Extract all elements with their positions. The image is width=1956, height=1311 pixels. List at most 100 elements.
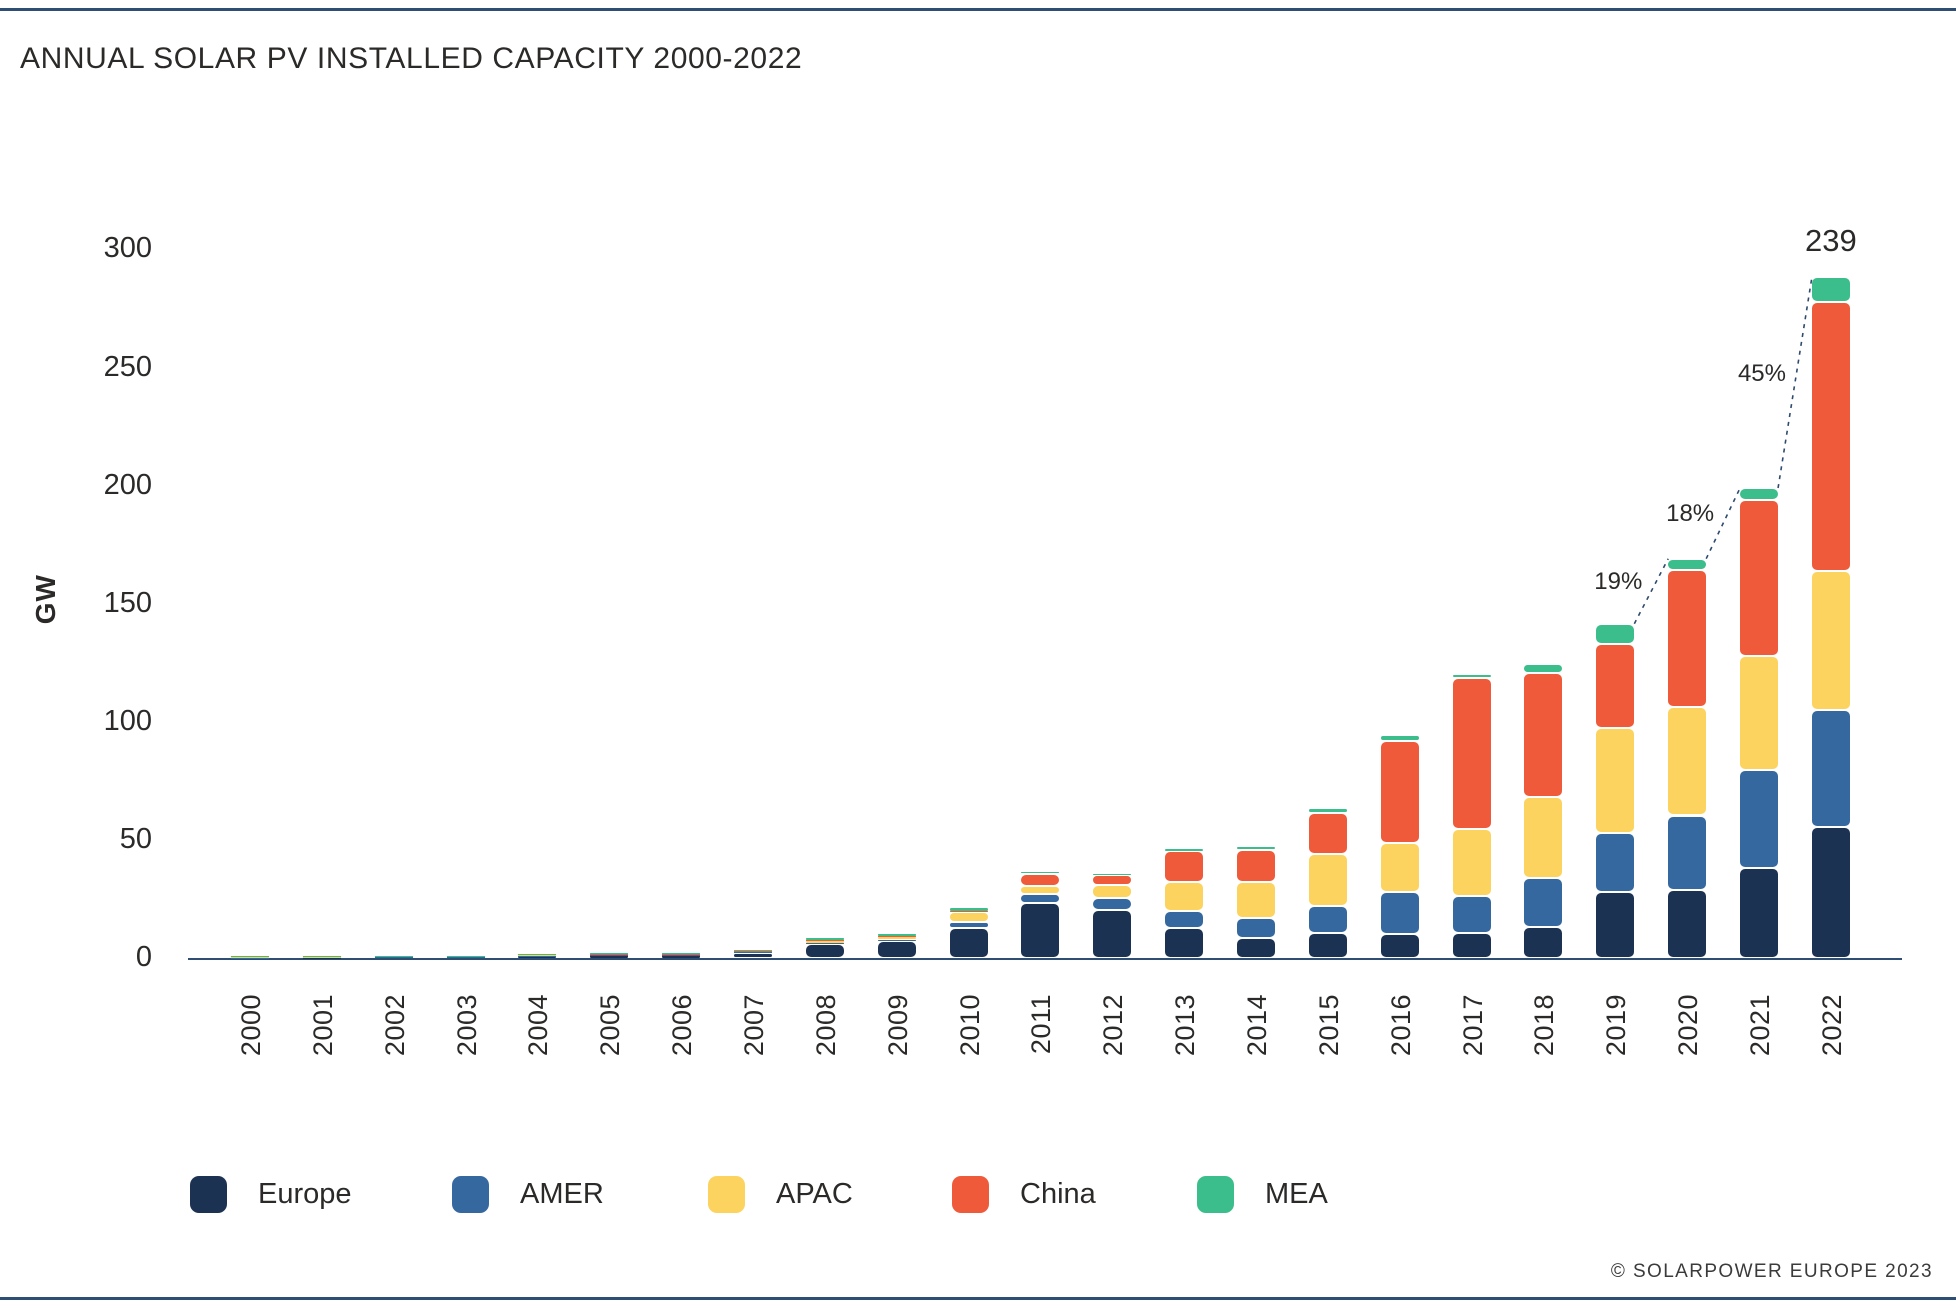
legend-swatch-europe <box>190 1176 227 1213</box>
bar-segment-mea-2011 <box>1021 872 1060 874</box>
bar-segment-mea-2009 <box>877 934 916 936</box>
bar-segment-amer-2005 <box>590 954 629 956</box>
bar-segment-apac-2004 <box>518 954 557 956</box>
bar-segment-apac-2014 <box>1237 882 1276 918</box>
bar-segment-mea-2016 <box>1380 736 1419 740</box>
bar-segment-china-2016 <box>1380 741 1419 842</box>
bar-segment-china-2014 <box>1237 850 1276 881</box>
bar-segment-apac-2011 <box>1021 887 1060 893</box>
legend-label-china: China <box>1020 1178 1096 1210</box>
bar-segment-china-2001 <box>302 956 341 958</box>
bar-segment-china-2008 <box>805 939 844 941</box>
x-axis-year-label: 2005 <box>595 994 626 1057</box>
legend-swatch-amer <box>452 1176 489 1213</box>
bar-segment-amer-2007 <box>734 952 773 953</box>
bar-segment-china-2004 <box>518 954 557 956</box>
growth-percent-label: 18% <box>1666 500 1715 528</box>
bar-segment-mea-2006 <box>662 953 701 954</box>
bar-segment-china-2003 <box>446 956 485 957</box>
bar-segment-europe-2005 <box>590 955 629 958</box>
bar-segment-amer-2016 <box>1380 892 1419 934</box>
bar-segment-europe-2006 <box>662 955 701 958</box>
y-axis-tick-label: 250 <box>103 350 152 383</box>
bar-segment-apac-2021 <box>1740 657 1779 769</box>
bar-segment-europe-2016 <box>1380 935 1419 957</box>
bar-segment-mea-2007 <box>734 950 773 952</box>
bar-segment-amer-2001 <box>302 957 341 959</box>
bar-segment-europe-2019 <box>1596 892 1635 957</box>
bar-segment-china-2009 <box>877 935 916 937</box>
top-rule <box>0 8 1956 11</box>
bar-segment-amer-2022 <box>1811 711 1850 827</box>
bar-segment-amer-2013 <box>1165 911 1204 928</box>
x-axis-year-label: 2007 <box>739 994 770 1057</box>
bar-segment-apac-2012 <box>1093 886 1132 898</box>
chart-title: ANNUAL SOLAR PV INSTALLED CAPACITY 2000-… <box>20 42 803 75</box>
bar-segment-apac-2022 <box>1811 571 1850 710</box>
bar-segment-china-2011 <box>1021 875 1060 886</box>
bar-segment-apac-2017 <box>1452 829 1491 895</box>
bar-segment-mea-2003 <box>446 955 485 957</box>
bar-segment-china-2012 <box>1093 876 1132 885</box>
x-axis-year-label: 2018 <box>1529 994 1560 1057</box>
bar-segment-europe-2007 <box>734 953 773 957</box>
bar-segment-amer-2017 <box>1452 896 1491 932</box>
bar-segment-europe-2009 <box>877 942 916 957</box>
bar-segment-amer-2019 <box>1596 833 1635 891</box>
bar-segment-mea-2013 <box>1165 849 1204 852</box>
bar-segment-amer-2004 <box>518 955 557 957</box>
legend-item-europe: Europe <box>190 1176 352 1213</box>
bar-segment-china-2007 <box>734 951 773 952</box>
legend-swatch-apac <box>708 1176 745 1213</box>
x-axis-year-label: 2008 <box>810 994 841 1057</box>
y-axis-tick-label: 150 <box>103 586 152 619</box>
bar-segment-apac-2010 <box>949 913 988 922</box>
bar-segment-amer-2021 <box>1740 770 1779 867</box>
x-axis-year-label: 2003 <box>451 994 482 1057</box>
y-axis-tick-label: 300 <box>103 232 152 265</box>
bar-segment-mea-2021 <box>1740 489 1779 499</box>
y-axis-title: GW <box>30 573 61 624</box>
x-axis-year-label: 2004 <box>523 994 554 1057</box>
bar-segment-mea-2015 <box>1308 808 1347 812</box>
legend-item-china: China <box>952 1176 1096 1213</box>
bar-segment-china-2022 <box>1811 302 1850 570</box>
bar-segment-mea-2000 <box>231 955 269 957</box>
x-axis-year-label: 2011 <box>1026 994 1057 1055</box>
x-axis-year-label: 2017 <box>1457 994 1488 1057</box>
legend-label-europe: Europe <box>258 1178 352 1210</box>
bar-segment-amer-2000 <box>231 957 269 959</box>
bar-segment-europe-2018 <box>1524 927 1563 957</box>
bar-segment-apac-2008 <box>805 940 844 943</box>
x-axis-year-label: 2000 <box>236 994 266 1057</box>
x-axis-year-label: 2001 <box>307 994 338 1057</box>
bar-segment-apac-2009 <box>877 937 916 939</box>
bar-segment-amer-2018 <box>1524 878 1563 926</box>
bar-segment-mea-2012 <box>1093 873 1132 876</box>
x-axis-year-label: 2015 <box>1313 994 1344 1057</box>
bar-segment-europe-2013 <box>1165 929 1204 957</box>
bar-segment-china-2005 <box>590 953 629 955</box>
y-axis-tick-label: 100 <box>103 704 152 737</box>
legend-label-amer: AMER <box>520 1178 604 1210</box>
bar-segment-mea-2019 <box>1596 624 1635 643</box>
bar-segment-europe-2011 <box>1021 903 1060 957</box>
bar-segment-amer-2010 <box>949 923 988 928</box>
bar-segment-china-2013 <box>1165 852 1204 882</box>
bar-segment-amer-2020 <box>1668 816 1707 889</box>
bar-segment-china-2002 <box>374 956 413 958</box>
x-axis-year-label: 2014 <box>1242 994 1273 1057</box>
total-capacity-label: 239 <box>1805 223 1857 259</box>
bar-segment-europe-2010 <box>949 929 988 957</box>
x-axis-year-label: 2020 <box>1673 994 1704 1057</box>
legend-swatch-china <box>952 1176 989 1213</box>
y-axis-tick-label: 50 <box>119 822 152 855</box>
bar-segment-china-2020 <box>1668 570 1707 707</box>
growth-percent-label: 45% <box>1737 359 1787 387</box>
bar-segment-mea-2010 <box>949 908 988 911</box>
x-axis-year-label: 2016 <box>1385 994 1416 1057</box>
bar-segment-mea-2018 <box>1524 665 1563 673</box>
x-axis-year-label: 2019 <box>1601 994 1632 1057</box>
